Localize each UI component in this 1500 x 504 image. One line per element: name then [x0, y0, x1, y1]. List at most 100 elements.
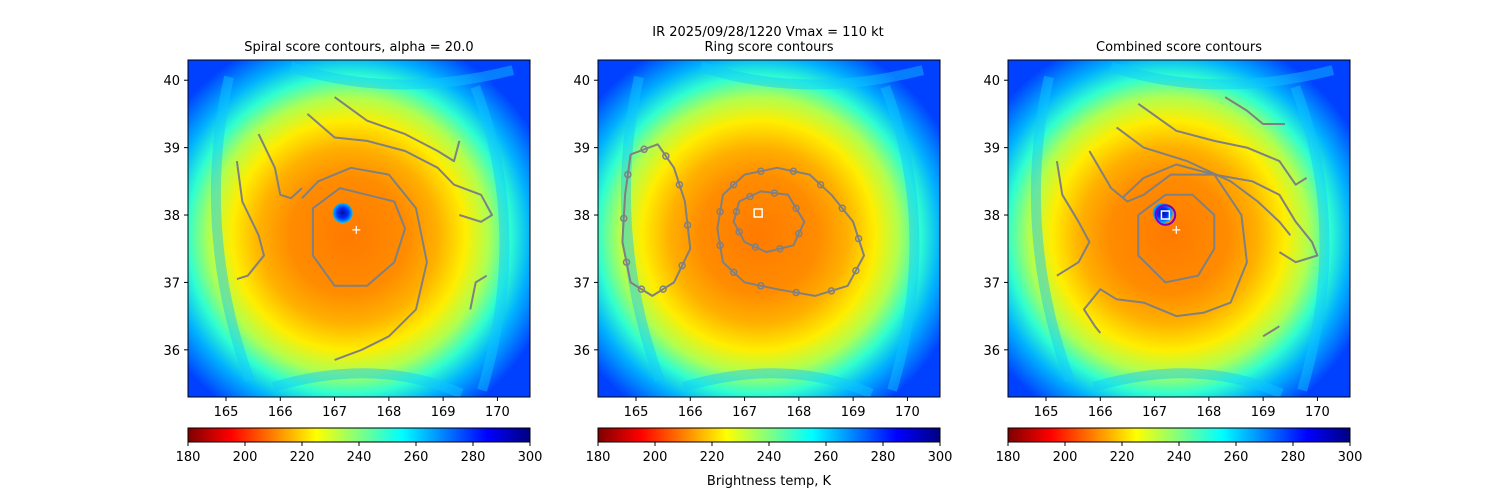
contour-speckle: [732, 207, 741, 216]
contour-speckle: [770, 189, 779, 197]
x-tick-label: 168: [786, 405, 811, 420]
colorbar-tick-label: 220: [700, 450, 725, 465]
y-tick-label: 39: [983, 142, 1000, 157]
y-tick-label: 36: [163, 344, 180, 359]
contour-speckle: [838, 204, 847, 213]
panel-title: Combined score contours: [1096, 40, 1262, 55]
contour-speckle: [659, 285, 667, 293]
contour-speckle: [757, 167, 765, 175]
heatmap-field: [598, 60, 940, 397]
colorbar: [597, 427, 941, 443]
x-tick-label: 166: [268, 405, 293, 420]
colorbar-tick-label: 260: [404, 450, 429, 465]
contour-speckle: [746, 192, 754, 201]
panel-ring: Ring score contours 165 166 167 168 169 170 36 3…: [573, 40, 952, 465]
contour-west-arc: [257, 133, 303, 200]
heatmap-image: [1008, 60, 1350, 397]
contour-speckle: [852, 266, 860, 275]
contour-outer-arc: [1083, 163, 1248, 334]
cloud-band-west: [1030, 75, 1075, 382]
eye-cold-spot: [332, 202, 353, 223]
cloud-band-east: [470, 85, 510, 392]
contour-speckle: [735, 228, 743, 236]
contour-mid-band: [1116, 126, 1292, 236]
x-tick-label: 170: [485, 405, 510, 420]
colorbar-tick-label: 300: [928, 450, 953, 465]
x-tick-label: 169: [841, 405, 866, 420]
contour-speckle: [662, 152, 670, 160]
contour-north-band: [306, 113, 493, 223]
contour-outer-arc: [301, 166, 428, 361]
contour-west-patch: [621, 143, 692, 297]
panel-spiral: Spiral score contours, alpha = 20.0 165 16…: [163, 40, 542, 465]
colorbar-tick-label: 280: [461, 450, 486, 465]
center-box-marker: [1160, 210, 1171, 220]
contour-top-band: [1137, 102, 1308, 186]
x-tick-label: 168: [376, 405, 401, 420]
y-tick-label: 40: [163, 74, 180, 89]
y-tick-label: 37: [573, 276, 590, 291]
contour-speckle: [827, 287, 836, 295]
colorbar-tick-label: 260: [1224, 450, 1249, 465]
contour-speckle: [729, 180, 738, 189]
contour-eye-ring: [1154, 204, 1177, 226]
best-track-marker: [1172, 225, 1181, 234]
cloud-band-north: [1109, 61, 1335, 90]
y-tick-label: 36: [983, 344, 1000, 359]
contour-speckle: [716, 241, 724, 250]
contour-speckle: [751, 243, 760, 251]
colorbar-tick-label: 180: [176, 450, 201, 465]
colorbar-tick-label: 240: [347, 450, 372, 465]
contour-inner-loop: [311, 187, 407, 287]
contour-south-tail: [1262, 325, 1280, 338]
contour-speckle: [624, 170, 632, 179]
x-tick-label: 165: [624, 405, 649, 420]
y-tick-label: 40: [573, 74, 590, 89]
cloud-band-south: [1092, 368, 1284, 397]
contour-far-west-band: [1055, 160, 1091, 277]
colorbar-label: Brightness temp, K: [707, 474, 832, 489]
axes-frame: [187, 59, 531, 398]
colorbar-tick-label: 200: [643, 450, 668, 465]
contour-speckle: [792, 288, 800, 297]
contour-inner-loop: [1137, 193, 1216, 284]
heatmap-image: [598, 60, 940, 397]
panel-combined: Combined score contours 165 166 167 168 169 17…: [983, 40, 1362, 465]
x-tick-label: 170: [895, 405, 920, 420]
x-tick-label: 165: [1034, 405, 1059, 420]
contour-speckle: [776, 244, 784, 253]
y-tick-label: 37: [163, 276, 180, 291]
contour-top-right-band: [1224, 96, 1285, 125]
cloud-band-east: [880, 85, 920, 392]
cloud-band-west: [210, 75, 255, 382]
contour-east-tail: [469, 274, 488, 310]
colorbar-tick-label: 280: [871, 450, 896, 465]
contour-speckle: [789, 167, 798, 175]
contour-speckle: [792, 204, 800, 213]
colorbar-tick-label: 260: [814, 450, 839, 465]
x-tick-label: 167: [1142, 405, 1167, 420]
heatmap-field: [1008, 60, 1350, 397]
best-track-marker: [352, 225, 361, 234]
cloud-band-south: [682, 368, 874, 397]
heatmap-field: [188, 60, 530, 397]
contour-group: [620, 143, 865, 297]
y-tick-label: 38: [573, 209, 590, 224]
y-tick-label: 38: [163, 209, 180, 224]
y-tick-label: 40: [983, 74, 1000, 89]
panels-group: Spiral score contours, alpha = 20.0 165 16…: [163, 40, 1362, 465]
x-tick-label: 167: [732, 405, 757, 420]
colorbar-tick-label: 200: [233, 450, 258, 465]
panel-title: Ring score contours: [704, 40, 833, 55]
contour-speckle: [854, 234, 863, 243]
contour-north-band: [1088, 150, 1319, 264]
contour-speckle: [637, 285, 646, 293]
contour-speckle: [683, 221, 692, 229]
x-tick-label: 169: [1251, 405, 1276, 420]
heatmap-image: [188, 60, 530, 397]
contour-speckle: [816, 180, 825, 189]
colorbar-tick-label: 300: [1338, 450, 1363, 465]
colorbar: [187, 427, 531, 443]
x-tick-label: 168: [1196, 405, 1221, 420]
contour-speckle: [716, 207, 724, 216]
